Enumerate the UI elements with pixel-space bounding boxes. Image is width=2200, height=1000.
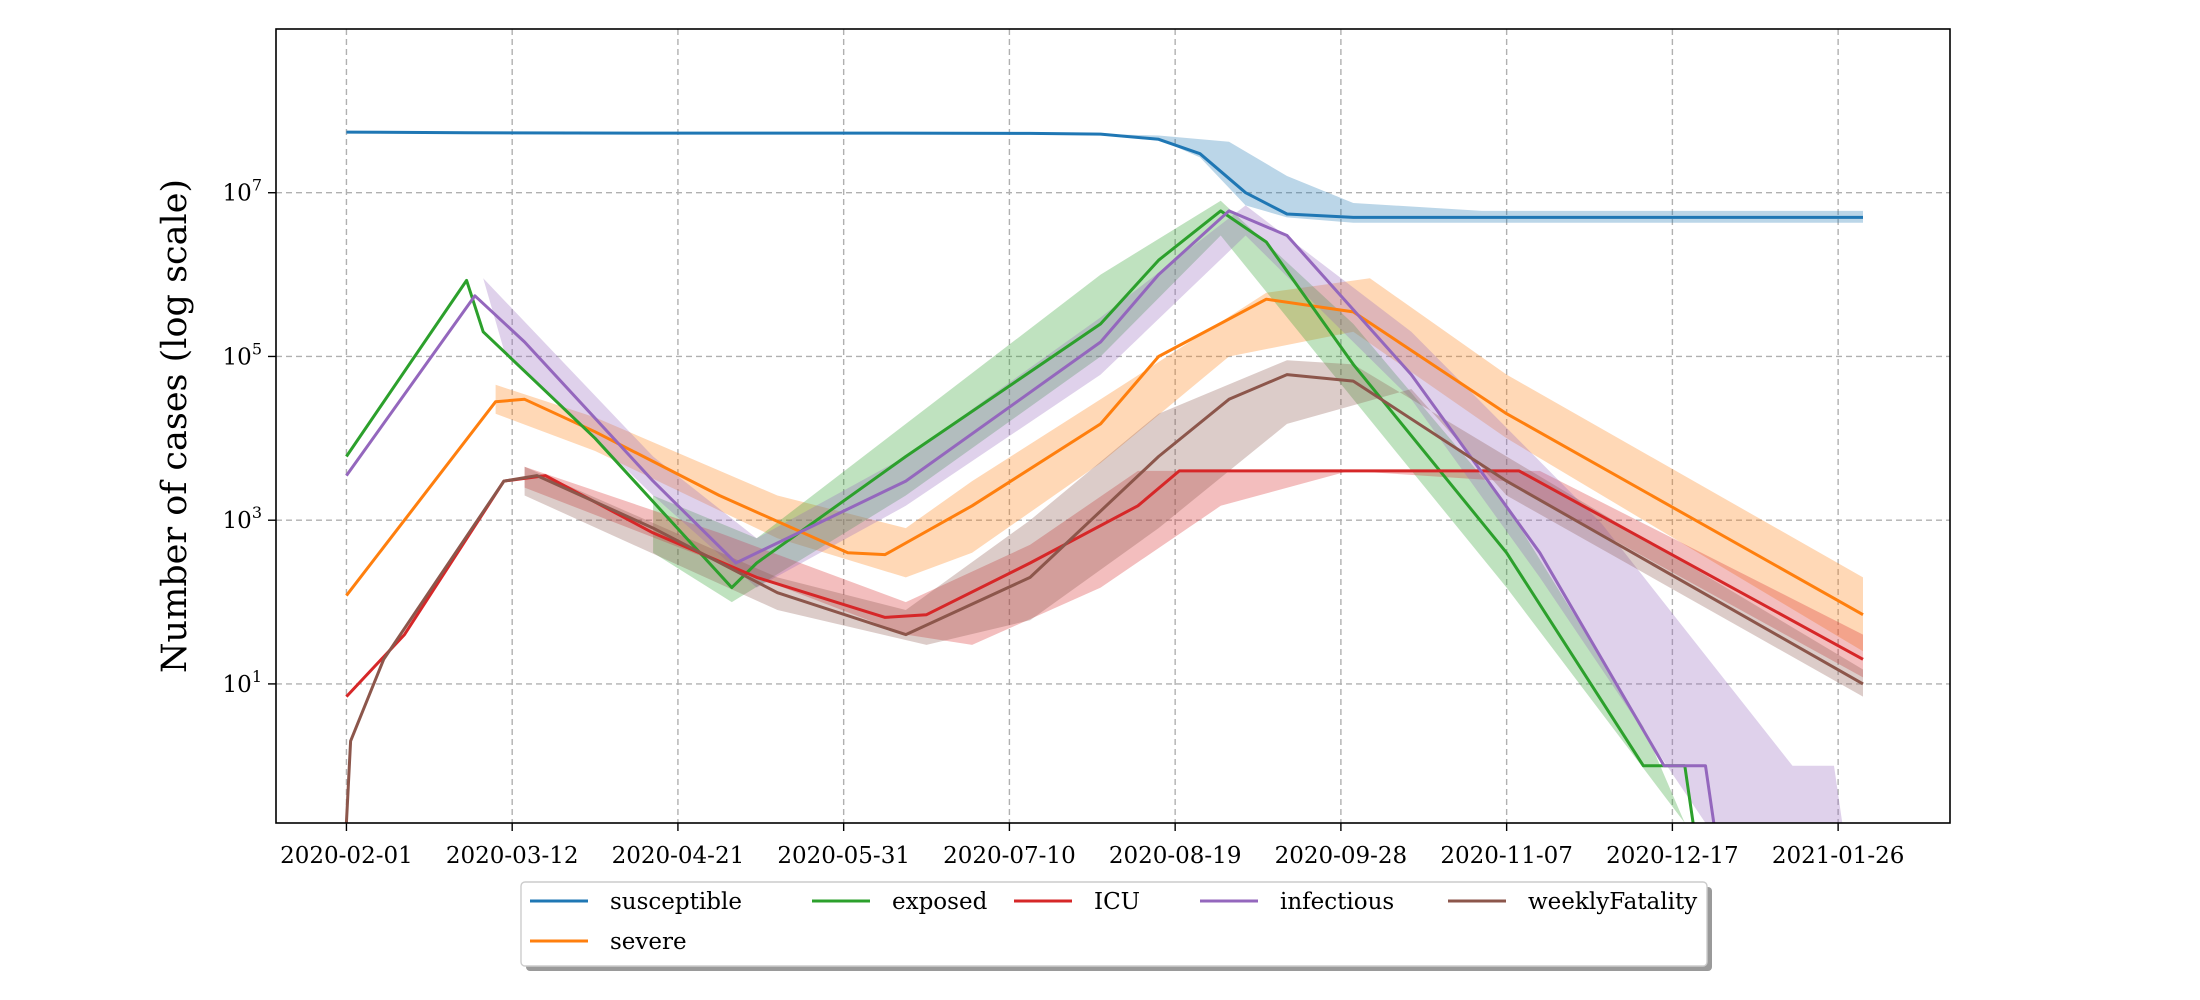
plot-frame <box>275 28 1951 824</box>
band-exposed <box>653 200 1685 823</box>
legend-label-weeklyFatality: weeklyFatality <box>1528 889 1697 915</box>
band-severe <box>495 278 1864 652</box>
x-tick-label: 2020-04-21 <box>612 843 745 869</box>
legend-label-ICU: ICU <box>1094 889 1140 915</box>
band-susceptible <box>346 132 1863 223</box>
x-tick-label: 2020-03-12 <box>446 843 579 869</box>
band-ICU <box>524 466 1863 678</box>
x-tick-label: 2020-05-31 <box>777 843 910 869</box>
line-exposed <box>345 209 1695 824</box>
x-tick-label: 2020-12-17 <box>1606 843 1739 869</box>
y-tick-label: 105 <box>223 339 262 370</box>
x-tick-label: 2020-07-10 <box>943 843 1076 869</box>
grid <box>276 29 1950 823</box>
band-infectious <box>483 205 1843 823</box>
legend-label-susceptible: susceptible <box>610 889 742 915</box>
line-weeklyFatality <box>344 373 1864 824</box>
line-severe <box>345 297 1864 617</box>
y-tick-label: 101 <box>223 667 262 698</box>
y-axis-label: Number of cases (log scale) <box>155 179 195 673</box>
x-tick-label: 2020-02-01 <box>280 843 413 869</box>
x-tick-label: 2020-09-28 <box>1275 843 1408 869</box>
x-tick-label: 2020-11-07 <box>1440 843 1573 869</box>
series-lines <box>344 130 1864 824</box>
y-tick-label: 103 <box>223 503 262 534</box>
line-susceptible <box>346 130 1863 219</box>
legend: susceptible exposed ICU infectious weeklyFat… <box>520 881 1712 971</box>
x-tick-label: 2020-08-19 <box>1109 843 1242 869</box>
legend-label-exposed: exposed <box>892 889 988 915</box>
legend-label-infectious: infectious <box>1280 889 1394 915</box>
legend-label-severe: severe <box>610 929 687 955</box>
band-weeklyFatality <box>524 360 1863 697</box>
y-axis: 101 103 105 107 <box>223 176 276 698</box>
line-infectious <box>345 209 1716 824</box>
x-tick-label: 2021-01-26 <box>1772 843 1905 869</box>
y-tick-label: 107 <box>223 176 262 207</box>
legend-box <box>520 881 1708 967</box>
x-axis: 2020-02-01 2020-03-12 2020-04-21 2020-05-31… <box>280 823 1904 869</box>
confidence-bands <box>346 132 1864 823</box>
